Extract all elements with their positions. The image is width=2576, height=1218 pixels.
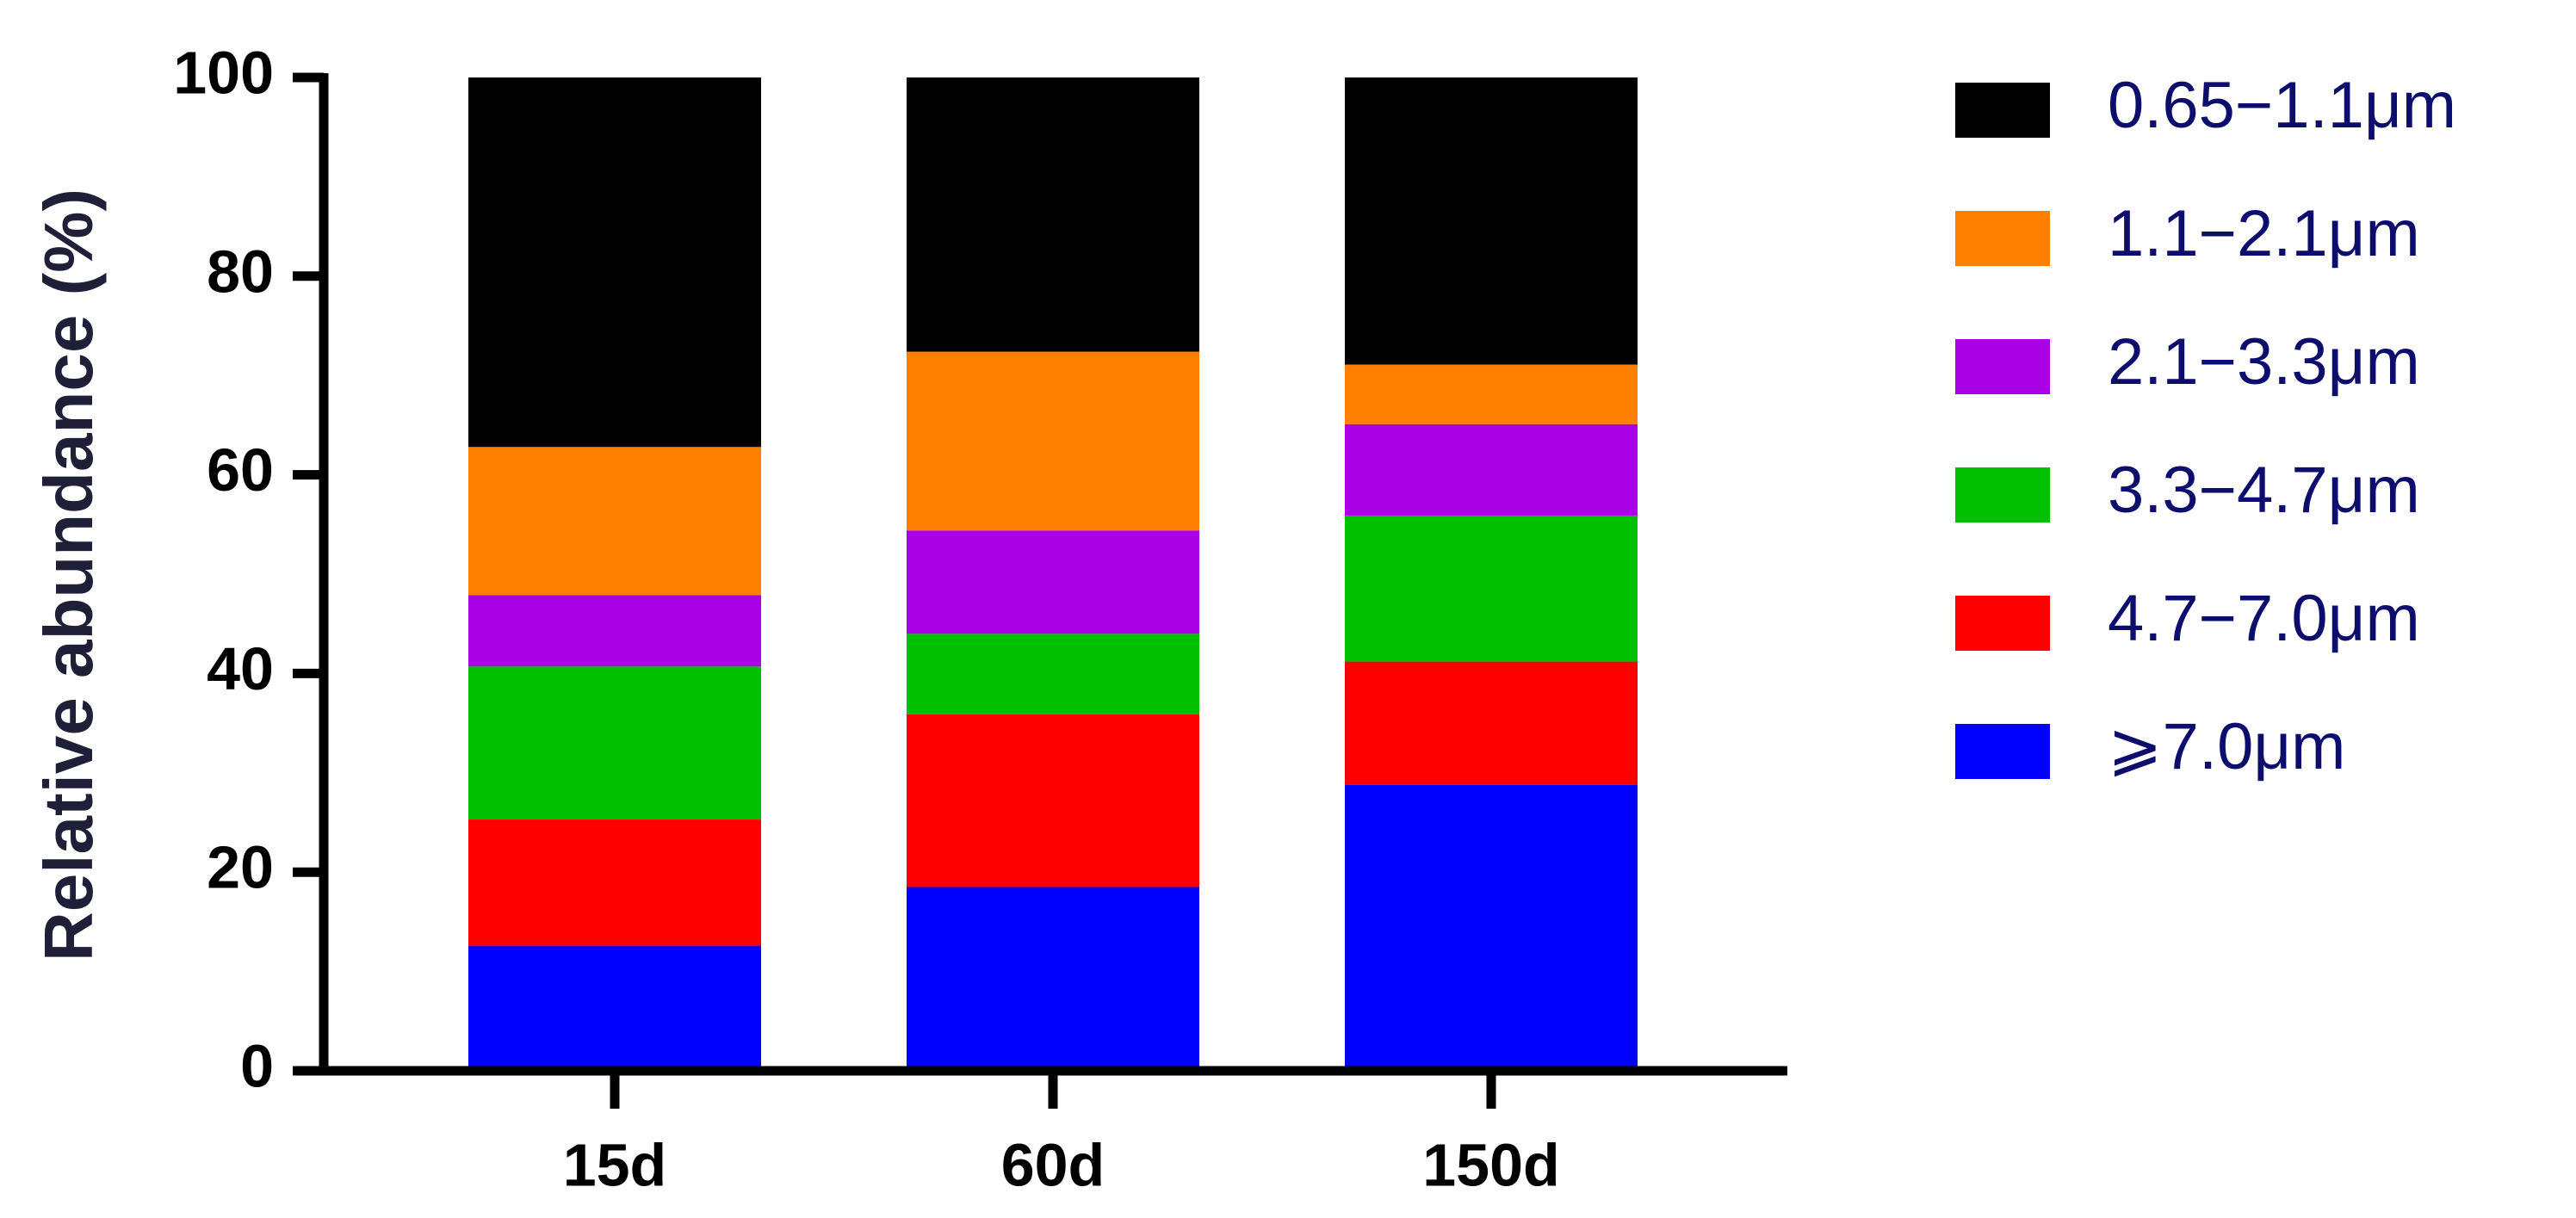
legend-swatch	[1955, 83, 2050, 138]
y-tick-label: 100	[173, 39, 274, 106]
bar-segment	[907, 77, 1199, 352]
bar-segment	[907, 351, 1199, 531]
y-tick-label: 20	[207, 834, 274, 901]
x-tick-label: 150d	[1422, 1131, 1560, 1198]
legend-swatch	[1955, 724, 2050, 779]
legend-swatch	[1955, 596, 2050, 651]
y-tick-label: 60	[207, 436, 274, 504]
bar-segment	[468, 666, 761, 820]
bar-segment	[1345, 364, 1638, 424]
bar-segment	[468, 447, 761, 596]
bar-segment	[1345, 77, 1638, 365]
bar-segment	[468, 945, 761, 1071]
legend-label: 1.1−2.1μm	[2108, 197, 2420, 270]
legend-label: 4.7−7.0μm	[2108, 582, 2420, 655]
legend-label: 2.1−3.3μm	[2108, 325, 2420, 399]
y-tick-label: 40	[207, 635, 274, 702]
y-tick-label: 0	[240, 1032, 274, 1099]
legend-swatch	[1955, 467, 2050, 522]
bar-segment	[468, 819, 761, 946]
x-tick-label: 15d	[563, 1131, 667, 1198]
y-tick-label: 80	[207, 238, 274, 305]
legend-swatch	[1955, 339, 2050, 394]
bar-segment	[907, 634, 1199, 714]
legend-label: ⩾7.0μm	[2108, 710, 2345, 783]
x-tick-label: 60d	[1001, 1131, 1105, 1198]
legend-label: 3.3−4.7μm	[2108, 454, 2420, 527]
bar-segment	[907, 714, 1199, 887]
y-axis-title: Relative abundance (%)	[30, 189, 107, 961]
bar-segment	[468, 77, 761, 448]
bar-segment	[907, 530, 1199, 634]
legend-swatch	[1955, 211, 2050, 266]
bar-segment	[1345, 515, 1638, 662]
bar-segment	[907, 887, 1199, 1071]
bar-segment	[1345, 784, 1638, 1071]
legend-label: 0.65−1.1μm	[2108, 69, 2456, 142]
bar-segment	[1345, 661, 1638, 785]
bar-segment	[468, 595, 761, 667]
bar-segment	[1345, 424, 1638, 516]
